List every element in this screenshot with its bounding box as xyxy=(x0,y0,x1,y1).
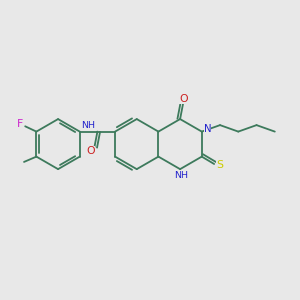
Text: F: F xyxy=(17,119,23,129)
Text: NH: NH xyxy=(174,171,188,180)
Text: NH: NH xyxy=(82,121,96,130)
Text: O: O xyxy=(86,146,95,156)
Text: S: S xyxy=(216,160,223,170)
Text: N: N xyxy=(204,124,212,134)
Text: O: O xyxy=(179,94,188,104)
